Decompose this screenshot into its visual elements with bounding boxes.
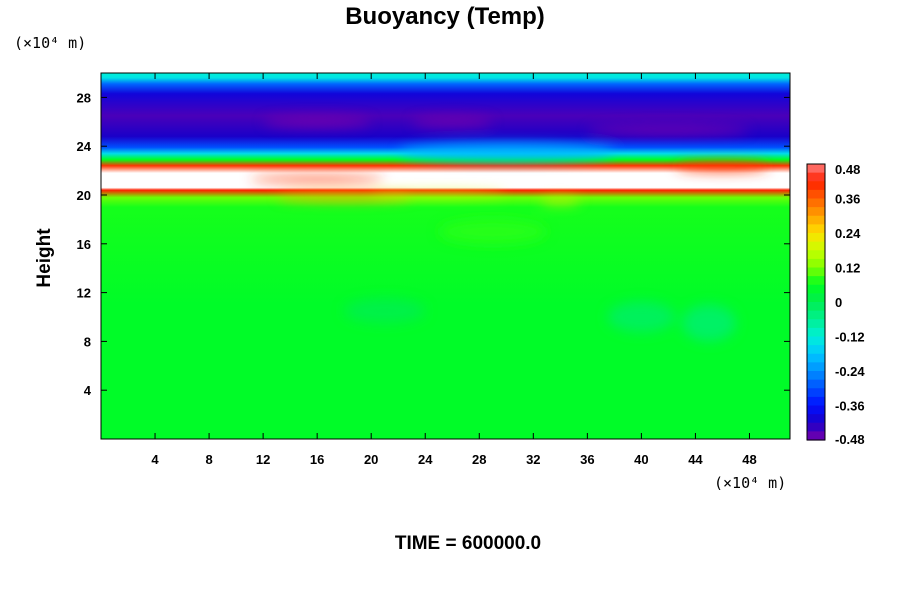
field-feature — [540, 198, 581, 205]
colorbar-band — [807, 414, 825, 424]
y-tick-label: 8 — [84, 334, 91, 349]
colorbar-tick-label: -0.24 — [835, 364, 865, 379]
colorbar-band — [807, 422, 825, 432]
field-feature — [675, 162, 770, 172]
colorbar-band — [807, 241, 825, 251]
y-tick-label: 16 — [77, 237, 91, 252]
x-tick-label: 28 — [472, 452, 486, 467]
y-tick-label: 4 — [84, 383, 92, 398]
colorbar-band — [807, 224, 825, 234]
y-axis-label: Height — [34, 228, 55, 288]
plot-frame — [100, 72, 791, 440]
colorbar-band — [807, 164, 825, 174]
colorbar-band — [807, 181, 825, 191]
x-tick-label: 4 — [151, 452, 159, 467]
colorbar-tick-label: -0.36 — [835, 399, 865, 414]
colorbar-band — [807, 388, 825, 398]
field-feature — [398, 143, 615, 162]
x-tick-label: 44 — [688, 452, 703, 467]
colorbar-band — [807, 293, 825, 303]
colorbar-band — [807, 267, 825, 277]
colorbar-band — [807, 250, 825, 260]
colorbar: 0.48 0.36 0.24 0.12 0 -0.12 -0.24 -0.36 -0.48 — [806, 162, 865, 447]
colorbar-band — [807, 207, 825, 217]
colorbar-band — [807, 233, 825, 243]
field-feature — [344, 298, 426, 324]
field-feature — [438, 219, 547, 244]
colorbar-band — [807, 172, 825, 182]
colorbar-band — [807, 327, 825, 338]
chart-title: Buoyancy (Temp) — [345, 3, 545, 30]
x-tick-label: 12 — [256, 452, 270, 467]
colorbar-band — [807, 215, 825, 225]
colorbar-tick-label: 0.48 — [835, 162, 860, 177]
colorbar-tick-label: -0.48 — [835, 432, 865, 447]
field-feature — [276, 193, 412, 202]
x-tick-label: 20 — [364, 452, 378, 467]
colorbar-band — [807, 284, 825, 294]
x-tick-label: 32 — [526, 452, 540, 467]
colorbar-band — [807, 258, 825, 269]
colorbar-tick-label: 0.12 — [835, 261, 860, 276]
x-tick-label: 40 — [634, 452, 648, 467]
field-feature — [371, 191, 507, 197]
colorbar-band — [807, 371, 825, 381]
colorbar-band — [807, 353, 825, 363]
field-feature — [263, 116, 372, 128]
colorbar-band — [807, 362, 825, 372]
y-axis: 4 8 12 16 20 24 28 — [77, 90, 790, 398]
field-feature — [607, 301, 676, 333]
colorbar-band — [807, 405, 825, 415]
colorbar-tick-label: 0.36 — [835, 192, 860, 207]
colorbar-band — [807, 336, 825, 346]
field-feature — [587, 125, 750, 136]
colorbar-band — [807, 379, 825, 389]
field-feature — [249, 176, 385, 183]
x-tick-label: 48 — [742, 452, 756, 467]
time-label: TIME = 600000.0 — [395, 533, 541, 554]
field-feature — [681, 304, 736, 342]
colorbar-frame — [806, 163, 826, 441]
x-tick-label: 36 — [580, 452, 594, 467]
x-tick-label: 16 — [310, 452, 324, 467]
colorbar-band — [807, 302, 825, 312]
y-tick-label: 28 — [77, 90, 91, 105]
colorbar-band — [807, 198, 825, 208]
x-axis-unit: (×10⁴ m) — [714, 474, 786, 492]
colorbar-band — [807, 396, 825, 407]
colorbar-tick-label: 0 — [835, 295, 842, 310]
plot-area — [100, 72, 791, 440]
colorbar-band — [807, 276, 825, 286]
y-tick-label: 12 — [77, 286, 91, 301]
colorbar-tick-label: 0.24 — [835, 226, 861, 241]
colorbar-band — [807, 310, 825, 320]
y-tick-label: 20 — [77, 188, 91, 203]
field-feature — [411, 116, 493, 127]
colorbar-tick-label: -0.12 — [835, 330, 865, 345]
colorbar-band — [807, 345, 825, 355]
colorbar-band — [807, 319, 825, 329]
x-tick-label: 8 — [205, 452, 212, 467]
colorbar-band — [807, 431, 825, 441]
colorbar-band — [807, 189, 825, 200]
y-axis-unit: (×10⁴ m) — [14, 34, 86, 52]
x-axis: 4 8 12 16 20 24 28 32 36 40 44 48 — [151, 73, 757, 467]
y-tick-label: 24 — [77, 139, 92, 154]
x-tick-label: 24 — [418, 452, 433, 467]
